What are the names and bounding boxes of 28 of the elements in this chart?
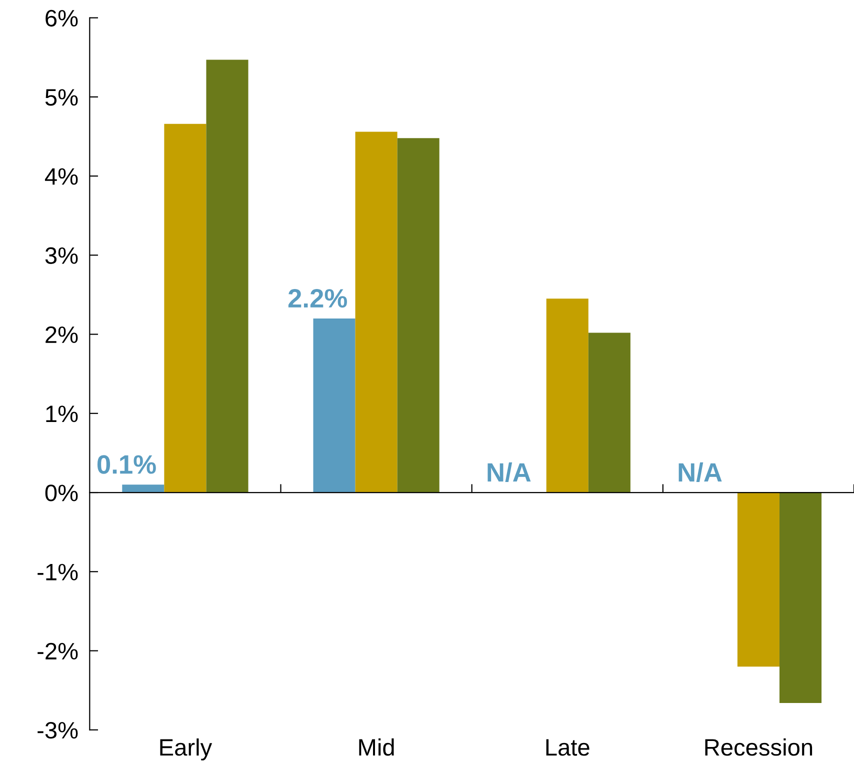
y-tick-label: 0% bbox=[45, 484, 78, 502]
bar bbox=[206, 60, 248, 493]
y-tick-label: 6% bbox=[46, 10, 78, 27]
y-tick-label: 4% bbox=[44, 168, 78, 185]
y-tick-label: -2% bbox=[38, 642, 78, 660]
y-tick-label: 5% bbox=[45, 89, 78, 106]
text: N/A bbox=[488, 462, 531, 482]
bar bbox=[397, 138, 440, 493]
bar bbox=[546, 298, 588, 493]
bar bbox=[355, 132, 398, 493]
bar bbox=[588, 332, 630, 493]
y-tick-label: -3% bbox=[38, 722, 78, 739]
bar bbox=[779, 492, 822, 703]
x-tick-label: Late bbox=[546, 739, 590, 756]
x-tick-label: Recession bbox=[705, 738, 812, 756]
x-tick-label: Mid bbox=[359, 738, 394, 756]
bar bbox=[737, 492, 780, 667]
y-tick-label: 1% bbox=[46, 406, 78, 422]
y-tick-label: 3% bbox=[45, 247, 78, 264]
bar bbox=[122, 484, 164, 493]
data-label: 2.2% bbox=[288, 289, 347, 308]
x-tick-label: Early bbox=[160, 738, 212, 760]
data-label: 0.1% bbox=[97, 455, 156, 474]
bar bbox=[313, 318, 356, 493]
y-tick-label: -1% bbox=[38, 564, 78, 580]
bar bbox=[164, 124, 206, 493]
y-tick-label: 2% bbox=[46, 326, 78, 343]
text: N/A bbox=[678, 462, 722, 482]
